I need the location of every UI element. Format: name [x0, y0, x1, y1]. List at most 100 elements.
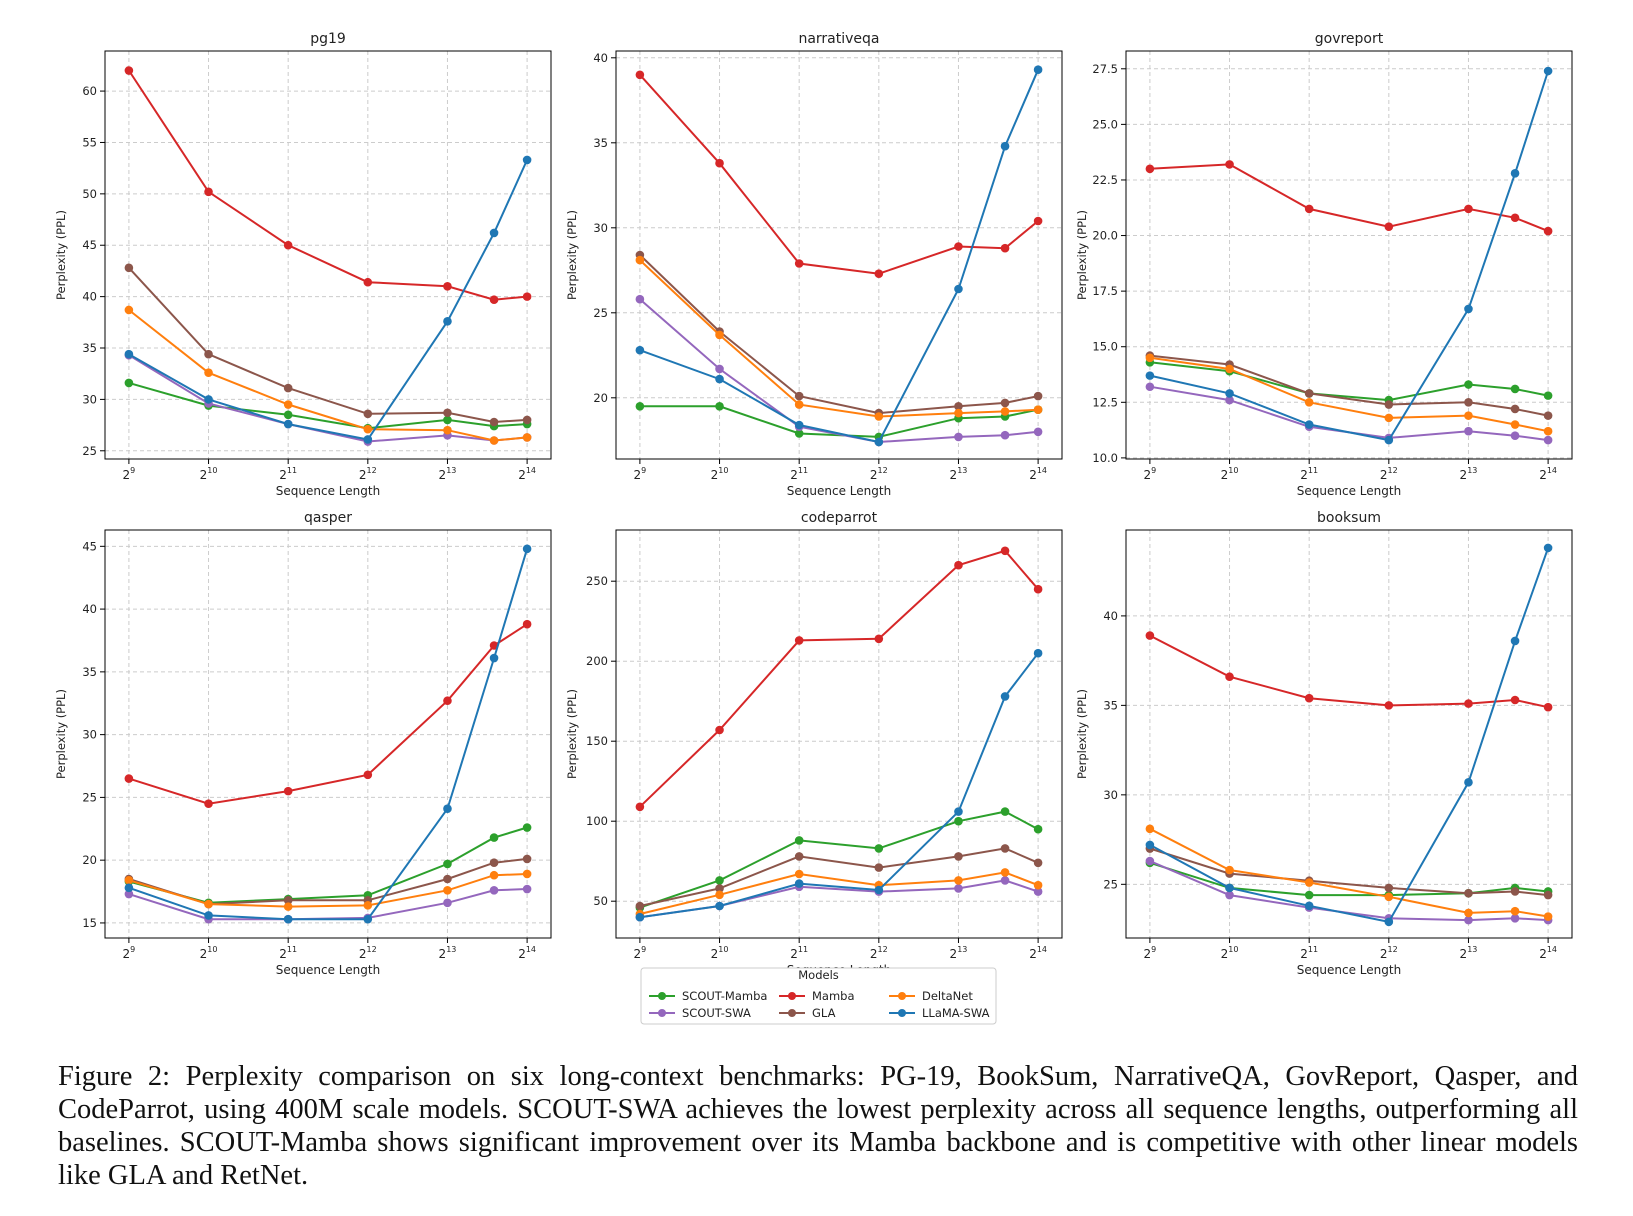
data-point-Mamba	[1225, 672, 1234, 682]
data-point-DeltaNet	[522, 869, 532, 879]
x-tick-label: 212	[359, 945, 377, 961]
y-tick-label: 15.0	[1092, 340, 1118, 354]
x-axis-label: Sequence Length	[1297, 484, 1401, 498]
data-point-Mamba	[1145, 631, 1155, 640]
data-point-Mamba	[715, 725, 724, 735]
legend-swatch-marker	[658, 1009, 666, 1017]
data-point-LLaMA-SWA	[283, 914, 293, 924]
x-tick-label: 29	[123, 466, 136, 482]
chart-title: narrativeqa	[798, 31, 879, 47]
y-axis-label: Perplexity (PPL)	[1075, 210, 1089, 300]
data-point-Mamba	[1145, 164, 1155, 174]
data-point-Mamba	[874, 634, 884, 644]
data-point-SCOUT-Mamba	[1543, 391, 1553, 400]
data-point-SCOUT-Mamba	[489, 833, 499, 842]
y-tick-label: 15	[82, 916, 97, 930]
data-point-SCOUT-Mamba	[443, 859, 452, 869]
data-point-DeltaNet	[489, 436, 499, 445]
data-point-LLaMA-SWA	[283, 419, 293, 429]
data-point-DeltaNet	[204, 368, 213, 377]
y-tick-label: 100	[586, 814, 608, 828]
series-line-SCOUT-SWA	[639, 298, 1039, 444]
data-point-DeltaNet	[1543, 426, 1553, 436]
data-point-DeltaNet	[954, 876, 963, 885]
data-point-LLaMA-SWA	[522, 544, 532, 554]
data-point-Mamba	[635, 802, 645, 812]
legend-frame	[640, 967, 997, 1025]
data-point-SCOUT-SWA	[635, 294, 645, 304]
chart-title: codeparrot	[801, 510, 878, 526]
data-point-SCOUT-Mamba	[794, 836, 804, 845]
series-line-SCOUT-SWA	[128, 354, 528, 443]
legend-entry-DeltaNet: DeltaNet	[922, 989, 973, 1003]
y-tick-label: 25	[82, 444, 97, 458]
x-axis-label: Sequence Length	[276, 963, 380, 977]
data-point-SCOUT-SWA	[1543, 435, 1553, 445]
data-point-LLaMA-SWA	[204, 395, 213, 404]
y-tick-label: 40	[593, 51, 608, 65]
series-line-SCOUT-Mamba	[128, 381, 528, 430]
data-point-LLaMA-SWA	[363, 914, 373, 924]
data-point-Mamba	[715, 158, 724, 168]
data-point-SCOUT-SWA	[1510, 431, 1520, 440]
data-point-GLA	[204, 349, 213, 359]
data-point-SCOUT-SWA	[1225, 890, 1234, 900]
data-point-SCOUT-Mamba	[283, 410, 293, 420]
chart-panel-qasper: qasper 15 20 25 30 35 40 45 29 210 211 212 213 214 Seq…	[54, 510, 552, 977]
data-point-LLaMA-SWA	[954, 807, 963, 816]
data-point-DeltaNet	[1145, 353, 1155, 363]
data-point-LLaMA-SWA	[489, 228, 499, 238]
data-point-LLaMA-SWA	[1145, 840, 1155, 850]
data-point-Mamba	[1225, 160, 1234, 169]
data-point-SCOUT-Mamba	[635, 402, 645, 411]
data-point-DeltaNet	[124, 875, 134, 885]
data-point-Mamba	[1543, 702, 1553, 712]
data-point-DeltaNet	[1510, 420, 1520, 429]
data-point-SCOUT-Mamba	[1304, 890, 1314, 900]
data-point-GLA	[283, 896, 293, 905]
y-tick-label: 35	[593, 136, 608, 150]
data-point-GLA	[1543, 411, 1553, 420]
legend-entry-LLaMA-SWA: LLaMA-SWA	[922, 1006, 990, 1020]
data-point-LLaMA-SWA	[794, 420, 804, 430]
data-point-GLA	[794, 852, 804, 861]
data-point-GLA	[363, 409, 373, 419]
chart-panel-narrativeqa: narrativeqa 20 25 30 35 40 29 210 211 212 213 214 Se…	[565, 31, 1063, 498]
series-line-DeltaNet	[128, 873, 528, 908]
data-point-SCOUT-Mamba	[124, 378, 134, 388]
x-tick-label: 210	[1221, 466, 1239, 482]
y-tick-label: 17.5	[1092, 284, 1118, 298]
data-point-SCOUT-SWA	[1510, 914, 1520, 923]
figure-canvas: pg19 25 30 35 40 45 50 55 60 29 210 211 212 213 214 Seq…	[54, 31, 1573, 1025]
axes-frame	[104, 50, 552, 460]
data-point-DeltaNet	[1510, 906, 1520, 916]
data-point-SCOUT-SWA	[1000, 876, 1010, 885]
y-tick-label: 35	[1103, 698, 1118, 712]
data-point-DeltaNet	[715, 890, 724, 900]
data-point-SCOUT-SWA	[522, 884, 532, 894]
x-tick-label: 214	[518, 945, 536, 961]
data-point-LLaMA-SWA	[1000, 141, 1010, 151]
data-point-LLaMA-SWA	[874, 437, 884, 447]
axes-frame	[615, 529, 1063, 939]
y-axis-label: Perplexity (PPL)	[565, 689, 579, 779]
y-tick-label: 25.0	[1092, 117, 1118, 131]
y-tick-label: 150	[586, 734, 608, 748]
data-point-SCOUT-SWA	[124, 889, 134, 899]
series-line-SCOUT-SWA	[128, 888, 528, 921]
data-point-GLA	[1033, 858, 1043, 868]
data-point-LLaMA-SWA	[1033, 65, 1043, 74]
series-line-DeltaNet	[1149, 827, 1549, 918]
legend-entry-SCOUT-SWA: SCOUT-SWA	[682, 1006, 751, 1020]
y-tick-label: 35	[82, 665, 97, 679]
data-point-LLaMA-SWA	[1304, 901, 1314, 911]
x-tick-label: 212	[359, 466, 377, 482]
x-tick-label: 211	[1300, 945, 1318, 961]
y-axis-label: Perplexity (PPL)	[565, 210, 579, 300]
data-point-SCOUT-Mamba	[1000, 807, 1010, 816]
data-point-Mamba	[1464, 699, 1473, 708]
data-point-DeltaNet	[363, 901, 373, 910]
data-point-SCOUT-Mamba	[1464, 380, 1473, 389]
x-tick-label: 214	[1029, 945, 1047, 961]
